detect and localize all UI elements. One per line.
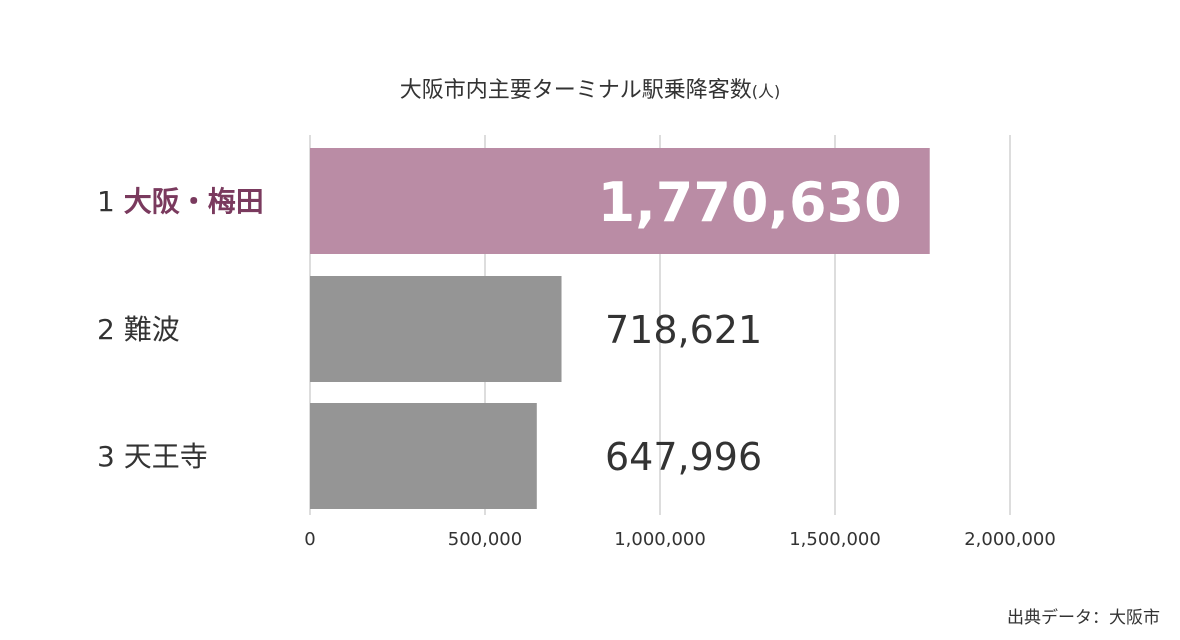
category-name-1: 大阪・梅田 xyxy=(124,185,264,218)
x-tick-label-3: 1,500,000 xyxy=(789,529,881,550)
category-rank-3: 3 xyxy=(97,440,124,473)
bar-3 xyxy=(310,403,537,509)
category-name-2: 難波 xyxy=(124,313,180,346)
category-rank-2: 2 xyxy=(97,313,124,346)
x-tick-label-4: 2,000,000 xyxy=(964,529,1056,550)
category-label-1: 1 大阪・梅田 xyxy=(97,185,264,218)
bar-1 xyxy=(310,148,930,254)
category-label-3: 3 天王寺 xyxy=(97,440,208,473)
chart-title-text: 大阪市内主要ターミナル駅乗降客数 xyxy=(399,78,752,103)
category-rank-1: 1 xyxy=(97,185,124,218)
bar-2 xyxy=(310,276,562,382)
value-label-3: 647,996 xyxy=(605,435,762,479)
source-note: 出典データ：大阪市 xyxy=(1007,608,1160,628)
x-tick-label-1: 500,000 xyxy=(448,529,522,550)
value-label-2: 718,621 xyxy=(605,308,762,352)
value-label-1: 1,770,630 xyxy=(598,171,902,234)
x-tick-label-2: 1,000,000 xyxy=(614,529,706,550)
chart-title: 大阪市内主要ターミナル駅乗降客数(人) xyxy=(0,72,1180,104)
chart-unit: (人) xyxy=(751,82,781,101)
x-tick-label-0: 0 xyxy=(304,529,315,550)
category-name-3: 天王寺 xyxy=(124,440,208,473)
category-label-2: 2 難波 xyxy=(97,313,180,346)
